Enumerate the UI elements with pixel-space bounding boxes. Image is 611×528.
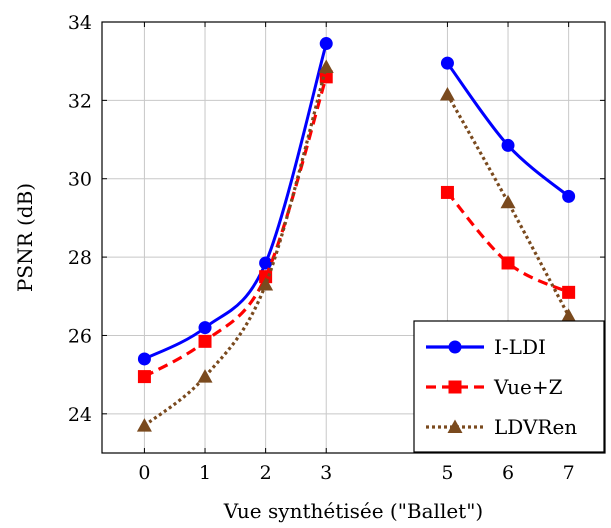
data-point xyxy=(197,369,213,383)
data-point xyxy=(562,285,576,299)
y-tick-label: 30 xyxy=(68,169,92,191)
y-tick-label: 32 xyxy=(68,90,92,112)
data-point xyxy=(440,185,454,199)
x-tick-label: 7 xyxy=(563,462,575,484)
x-tick-label: 5 xyxy=(441,462,453,484)
legend-marker xyxy=(447,419,463,433)
y-axis-label: PSNR (dB) xyxy=(13,183,37,292)
data-point xyxy=(259,256,273,270)
legend-label: Vue+Z xyxy=(493,375,563,399)
series-line xyxy=(143,66,328,427)
y-tick-label: 24 xyxy=(68,404,92,426)
data-point xyxy=(440,56,454,70)
data-point xyxy=(198,334,212,348)
series-vue-z xyxy=(137,70,576,384)
data-point xyxy=(319,37,333,51)
x-tick-label: 6 xyxy=(502,462,514,484)
data-point xyxy=(501,256,515,270)
legend-label: LDVRen xyxy=(494,415,577,439)
x-tick-label: 0 xyxy=(138,462,150,484)
data-point xyxy=(258,277,274,291)
y-tick-label: 26 xyxy=(68,325,92,347)
data-point xyxy=(500,194,516,209)
data-point xyxy=(137,370,151,384)
series-line xyxy=(143,43,328,361)
x-axis-label: Vue synthétisée ("Ballet") xyxy=(223,499,483,523)
series-ldvren xyxy=(136,59,577,432)
data-point xyxy=(136,418,152,432)
legend-marker xyxy=(448,340,462,354)
data-point xyxy=(318,59,334,74)
data-point xyxy=(562,189,576,203)
legend: I-LDI Vue+Z LDVRen xyxy=(413,320,605,453)
data-point xyxy=(501,138,515,152)
x-tick-labels: 0 1 2 3 5 6 7 xyxy=(138,462,574,484)
series-i-ldi xyxy=(137,37,576,366)
legend-label: I-LDI xyxy=(494,335,546,359)
series-line xyxy=(143,76,328,378)
series-line xyxy=(446,191,570,294)
y-tick-labels: 24 26 28 30 32 34 xyxy=(68,12,92,426)
x-tick-label: 2 xyxy=(260,462,272,484)
data-point xyxy=(137,352,151,366)
x-tick-label: 1 xyxy=(199,462,211,484)
x-tick-label: 3 xyxy=(320,462,332,484)
data-point xyxy=(561,308,577,322)
plot-frame xyxy=(101,21,606,454)
y-tick-label: 34 xyxy=(68,12,92,34)
legend-marker xyxy=(448,380,462,394)
y-tick-label: 28 xyxy=(68,247,92,269)
data-point xyxy=(319,70,333,84)
data-point xyxy=(198,321,212,335)
series-lines xyxy=(136,37,577,432)
data-point xyxy=(439,86,455,101)
